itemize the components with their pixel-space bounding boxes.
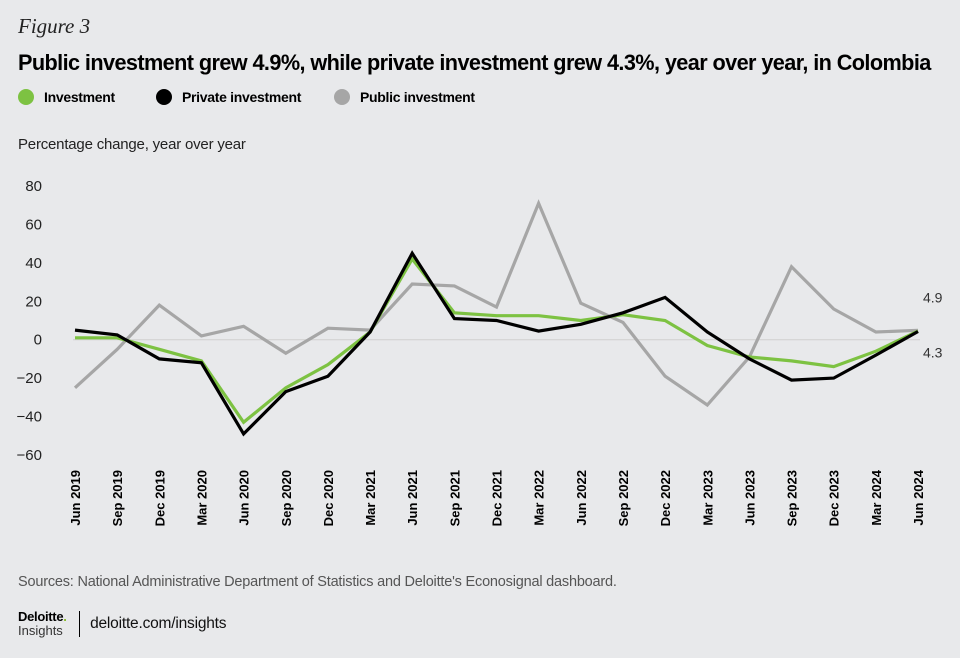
x-tick-label: Jun 2021 — [405, 470, 420, 526]
x-tick-label: Sep 2020 — [279, 470, 294, 526]
x-tick-label: Mar 2021 — [363, 470, 378, 526]
legend-label: Public investment — [360, 89, 475, 105]
x-tick-label: Dec 2019 — [152, 470, 167, 526]
y-axis-ticks: 80 60 40 20 0 −20 −40 −60 — [17, 178, 42, 464]
legend-item-investment: Investment — [18, 89, 156, 105]
legend-item-private-investment: Private investment — [156, 89, 334, 105]
x-tick-label: Mar 2020 — [194, 470, 209, 526]
end-value-label: 4.9 — [923, 289, 943, 305]
footer: Deloitte. Insights deloitte.com/insights — [18, 610, 227, 637]
y-tick-label: 40 — [25, 255, 42, 272]
x-tick-label: Dec 2023 — [827, 470, 842, 526]
x-axis-ticks: Jun 2019 Sep 2019 Dec 2019 Mar 2020 Jun 2020… — [68, 469, 926, 526]
x-tick-label: Sep 2022 — [616, 470, 631, 526]
y-tick-label: 60 — [25, 216, 42, 233]
y-tick-label: −40 — [17, 409, 42, 426]
chart-title: Public investment grew 4.9%, while priva… — [18, 50, 931, 75]
y-tick-label: 0 — [34, 332, 42, 349]
logo-main: Deloitte. — [18, 610, 67, 623]
insights-link[interactable]: deloitte.com/insights — [90, 614, 227, 632]
legend: Investment Private investment Public inv… — [18, 89, 475, 105]
source-note: Sources: National Administrative Departm… — [18, 574, 617, 590]
legend-item-public-investment: Public investment — [334, 89, 475, 105]
end-value-label: 4.3 — [923, 344, 943, 360]
y-axis-label: Percentage change, year over year — [18, 136, 246, 153]
x-tick-label: Jun 2023 — [742, 470, 757, 526]
logo-sub: Insights — [18, 623, 63, 638]
legend-dot-public-icon — [334, 89, 350, 105]
y-tick-label: −60 — [17, 447, 42, 464]
legend-label: Investment — [44, 89, 115, 105]
footer-divider — [78, 610, 81, 637]
y-tick-label: −20 — [17, 370, 42, 387]
series-line-investment — [75, 256, 919, 425]
figure-label: Figure 3 — [18, 14, 91, 38]
x-tick-label: Jun 2024 — [911, 469, 926, 525]
logo-green-dot-icon: . — [63, 609, 67, 624]
legend-dot-investment-icon — [18, 89, 34, 105]
x-tick-label: Dec 2020 — [321, 470, 336, 526]
legend-dot-private-icon — [156, 89, 172, 105]
deloitte-insights-logo: Deloitte. Insights — [18, 610, 67, 637]
x-tick-label: Jun 2019 — [68, 470, 83, 526]
x-tick-label: Dec 2021 — [490, 470, 505, 526]
series-lines — [73, 199, 919, 437]
x-tick-label: Mar 2023 — [700, 470, 715, 526]
x-tick-label: Dec 2022 — [658, 470, 673, 526]
x-tick-label: Mar 2024 — [869, 469, 884, 525]
series-line-private — [74, 250, 919, 437]
x-tick-label: Sep 2019 — [110, 470, 125, 526]
series-line-public — [73, 199, 919, 408]
x-tick-label: Sep 2023 — [785, 470, 800, 526]
x-tick-label: Sep 2021 — [447, 470, 462, 526]
y-tick-label: 80 — [25, 178, 42, 195]
end-labels: 4.9 4.3 — [923, 289, 943, 360]
logo-wordmark: Deloitte — [18, 609, 64, 624]
x-tick-label: Jun 2020 — [237, 470, 252, 526]
x-tick-label: Mar 2022 — [532, 470, 547, 526]
legend-label: Private investment — [182, 89, 302, 105]
x-tick-label: Jun 2022 — [574, 470, 589, 526]
y-tick-label: 20 — [25, 293, 42, 310]
